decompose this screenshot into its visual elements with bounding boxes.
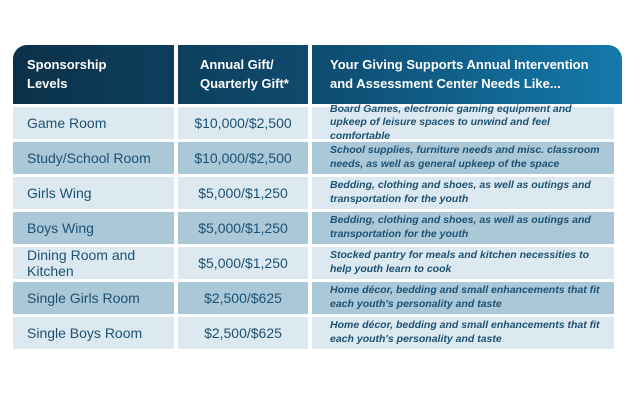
table-row: Study/School Room $10,000/$2,500 School … bbox=[13, 142, 622, 174]
row-gift: $2,500/$625 bbox=[174, 282, 308, 314]
row-description: Bedding, clothing and shoes, as well as … bbox=[308, 212, 614, 244]
header-giving-supports: Your Giving Supports Annual Intervention… bbox=[308, 45, 614, 104]
table-row: Girls Wing $5,000/$1,250 Bedding, clothi… bbox=[13, 177, 622, 209]
table-row: Boys Wing $5,000/$1,250 Bedding, clothin… bbox=[13, 212, 622, 244]
header-sponsorship-levels: Sponsorship Levels bbox=[27, 56, 107, 91]
row-description: Board Games, electronic gaming equipment… bbox=[308, 103, 614, 142]
table-header-row: Sponsorship Levels Annual Gift/ Quarterl… bbox=[13, 45, 622, 104]
row-level: Girls Wing bbox=[13, 177, 174, 209]
row-level: Single Boys Room bbox=[13, 317, 174, 349]
table-row: Game Room $10,000/$2,500 Board Games, el… bbox=[13, 103, 622, 142]
row-level: Dining Room and Kitchen bbox=[13, 247, 174, 279]
row-gift: $2,500/$625 bbox=[174, 317, 308, 349]
row-description: Bedding, clothing and shoes, as well as … bbox=[308, 177, 614, 209]
row-level: Game Room bbox=[13, 107, 174, 139]
sponsorship-table: Sponsorship Levels Annual Gift/ Quarterl… bbox=[13, 45, 622, 349]
row-gift: $5,000/$1,250 bbox=[174, 247, 308, 279]
row-gift: $5,000/$1,250 bbox=[174, 212, 308, 244]
table-body: Game Room $10,000/$2,500 Board Games, el… bbox=[13, 103, 622, 349]
row-gift: $5,000/$1,250 bbox=[174, 177, 308, 209]
table-row: Dining Room and Kitchen $5,000/$1,250 St… bbox=[13, 247, 622, 279]
row-description: Stocked pantry for meals and kitchen nec… bbox=[308, 247, 614, 279]
row-description: School supplies, furniture needs and mis… bbox=[308, 142, 614, 174]
row-level: Boys Wing bbox=[13, 212, 174, 244]
row-description: Home décor, bedding and small enhancemen… bbox=[308, 317, 614, 349]
row-gift: $10,000/$2,500 bbox=[174, 142, 308, 174]
table-row: Single Girls Room $2,500/$625 Home décor… bbox=[13, 282, 622, 314]
row-gift: $10,000/$2,500 bbox=[174, 107, 308, 139]
table-row: Single Boys Room $2,500/$625 Home décor,… bbox=[13, 317, 622, 349]
row-level: Study/School Room bbox=[13, 142, 174, 174]
row-description: Home décor, bedding and small enhancemen… bbox=[308, 282, 614, 314]
header-annual-quarterly-gift: Annual Gift/ Quarterly Gift* bbox=[174, 45, 308, 104]
row-level: Single Girls Room bbox=[13, 282, 174, 314]
